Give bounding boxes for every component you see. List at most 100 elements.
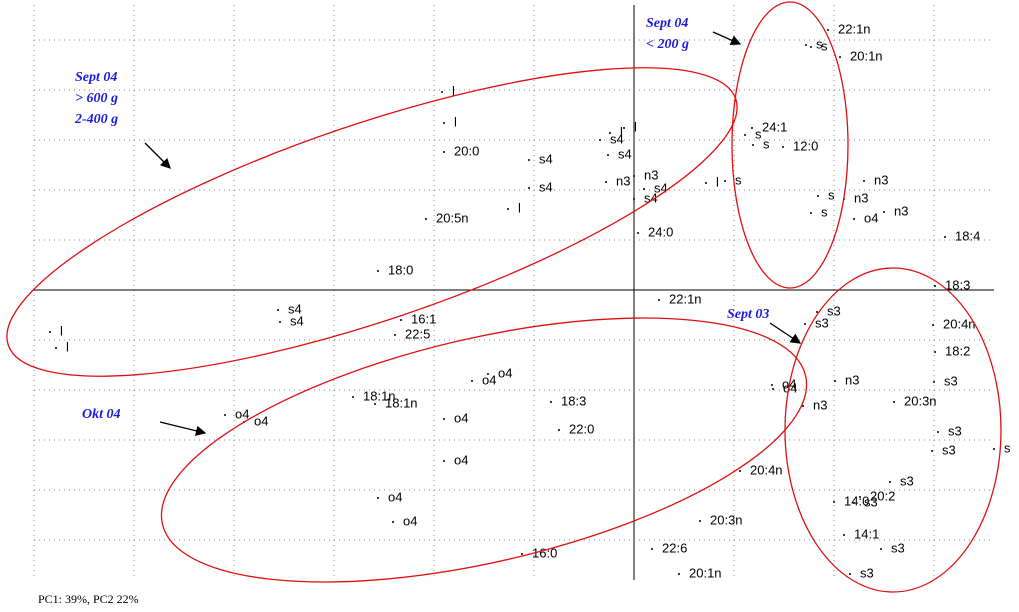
annotation: Sept 04	[75, 70, 117, 85]
point-label: 22:0	[569, 421, 594, 436]
point	[352, 396, 354, 398]
point	[651, 548, 653, 550]
point-label: l	[452, 83, 455, 98]
point-label: 22:1n	[838, 21, 871, 36]
point-label: 20:1n	[689, 565, 722, 580]
point-label: 20:5n	[436, 210, 469, 225]
point-label: 18:3	[945, 277, 970, 292]
point-label: s3	[860, 565, 874, 580]
point-label: o4	[864, 210, 878, 225]
point-label: s4	[610, 131, 624, 146]
point	[392, 521, 394, 523]
point	[605, 181, 607, 183]
point	[810, 212, 812, 214]
point-label: s4	[618, 146, 632, 161]
point	[772, 388, 774, 390]
point-label: s4	[539, 179, 553, 194]
point	[599, 139, 601, 141]
point	[633, 175, 635, 177]
arrow	[769, 322, 802, 344]
point	[724, 180, 726, 182]
point	[893, 401, 895, 403]
point-label: 20:0	[454, 143, 479, 158]
point-label: 22:1n	[669, 291, 702, 306]
point	[863, 180, 865, 182]
point	[400, 319, 402, 321]
point-label: 16:0	[532, 545, 557, 560]
point-label: l	[620, 124, 623, 139]
point	[839, 56, 841, 58]
point-label: s3	[942, 442, 956, 457]
point	[558, 429, 560, 431]
point	[377, 270, 379, 272]
point-label: 24:1	[762, 119, 787, 134]
point	[425, 218, 427, 220]
point	[658, 299, 660, 301]
point	[751, 127, 753, 129]
point-label: s	[821, 204, 828, 219]
point	[934, 285, 936, 287]
point	[55, 347, 57, 349]
point-label: 20:3n	[710, 512, 743, 527]
point-label: s4	[288, 301, 302, 316]
point-label: n3	[854, 190, 868, 205]
point-label: 20:1n	[850, 48, 883, 63]
point-label: 22:5	[405, 326, 430, 341]
annotation: Sept 03	[727, 307, 769, 322]
point-label: s3	[891, 540, 905, 555]
point-label: 20:3n	[904, 393, 937, 408]
point	[771, 384, 773, 386]
point	[880, 548, 882, 550]
point	[487, 373, 489, 375]
point	[279, 321, 281, 323]
point	[944, 236, 946, 238]
point	[507, 208, 509, 210]
point-label: s3	[815, 315, 829, 330]
point	[810, 46, 812, 48]
point	[528, 187, 530, 189]
annotation: Okt 04	[82, 407, 121, 422]
point-label: o4	[783, 380, 797, 395]
point	[932, 324, 934, 326]
point-label: n3	[874, 172, 888, 187]
point-label: 20:2	[870, 488, 895, 503]
point	[224, 414, 226, 416]
point-label: l	[454, 114, 457, 129]
point-label: s	[1004, 440, 1011, 455]
point	[623, 127, 625, 129]
annotation: Sept 04	[646, 16, 688, 31]
point-label: o4	[454, 452, 468, 467]
point	[471, 380, 473, 382]
point-label: 18:1n	[385, 395, 418, 410]
point	[805, 44, 807, 46]
point-label: n3	[894, 203, 908, 218]
point	[782, 146, 784, 148]
point-label: o4	[388, 489, 402, 504]
point-label: s4	[539, 151, 553, 166]
point	[678, 573, 680, 575]
point-label: 22:6	[662, 540, 687, 555]
point-label: s3	[948, 423, 962, 438]
point	[993, 448, 995, 450]
point-label: o4	[454, 410, 468, 425]
point-label: s	[816, 36, 823, 51]
point	[394, 334, 396, 336]
point	[643, 188, 645, 190]
point	[374, 403, 376, 405]
point	[843, 534, 845, 536]
point-label: s	[828, 187, 835, 202]
point	[528, 159, 530, 161]
point	[933, 381, 935, 383]
point-label: n3	[616, 173, 630, 188]
point	[752, 144, 754, 146]
point	[550, 401, 552, 403]
point	[377, 497, 379, 499]
point-label: s4	[644, 190, 658, 205]
point-label: l	[716, 174, 719, 189]
point	[443, 151, 445, 153]
point	[817, 195, 819, 197]
point	[853, 502, 855, 504]
point-label: o4	[235, 406, 249, 421]
point	[443, 122, 445, 124]
